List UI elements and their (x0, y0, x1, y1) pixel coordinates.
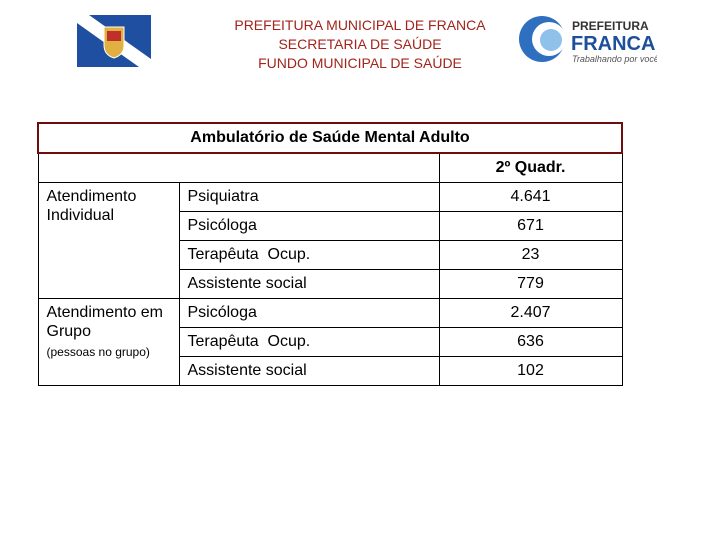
count: 779 (438, 269, 623, 299)
professional: Psicóloga (178, 211, 440, 241)
city-logo: PREFEITURA FRANCA Trabalhando por você (519, 16, 657, 64)
count: 671 (438, 211, 623, 241)
empty-cell (37, 152, 440, 183)
table-row: Terapêuta Ocup. 636 (38, 327, 623, 357)
table-row: Assistente social 779 (38, 269, 623, 299)
header-line: SECRETARIA DE SAÚDE (278, 36, 442, 52)
table-row: Assistente social 102 (38, 356, 623, 386)
table-row: Atendimento em Grupo (pessoas no grupo) Ps… (37, 298, 623, 386)
group-cell: Atendimento em Grupo (pessoas no grupo) (37, 298, 180, 386)
table-row: Psicóloga 671 (38, 211, 623, 241)
count: 636 (438, 327, 623, 357)
professional: Terapêuta Ocup. (178, 327, 440, 357)
period-row: 2º Quadr. (37, 152, 623, 183)
logo-top: PREFEITURA (572, 19, 649, 33)
period: 2º Quadr. (438, 152, 623, 183)
count: 102 (438, 356, 623, 386)
title-row: Ambulatório de Saúde Mental Adulto (37, 122, 623, 154)
professional: Psiquiatra (178, 182, 440, 212)
header: PREFEITURA MUNICIPAL DE FRANCA SECRETARIA… (200, 16, 520, 73)
group-label: Atendimento Individual (46, 188, 137, 224)
logo-name: FRANCA (571, 33, 655, 55)
count: 2.407 (438, 298, 623, 328)
professional: Psicóloga (178, 298, 440, 328)
table-title: Ambulatório de Saúde Mental Adulto (37, 122, 623, 154)
data-table: Ambulatório de Saúde Mental Adulto 2º Qua… (37, 122, 623, 386)
professional: Assistente social (178, 269, 440, 299)
coat-of-arms-flag (77, 15, 151, 67)
header-line: FUNDO MUNICIPAL DE SAÚDE (258, 55, 462, 71)
group-cell: Atendimento Individual (37, 182, 180, 299)
logo-slogan: Trabalhando por você (572, 54, 657, 64)
count: 23 (438, 240, 623, 270)
group-label: Atendimento em Grupo (46, 304, 164, 340)
count: 4.641 (438, 182, 623, 212)
table-row: Atendimento Individual Psiquiatra 4.641 (37, 182, 623, 299)
group-note: (pessoas no grupo) (46, 345, 150, 359)
professional: Terapêuta Ocup. (178, 240, 440, 270)
professional: Assistente social (178, 356, 440, 386)
header-line: PREFEITURA MUNICIPAL DE FRANCA (234, 17, 486, 33)
table-row: Terapêuta Ocup. 23 (38, 240, 623, 270)
